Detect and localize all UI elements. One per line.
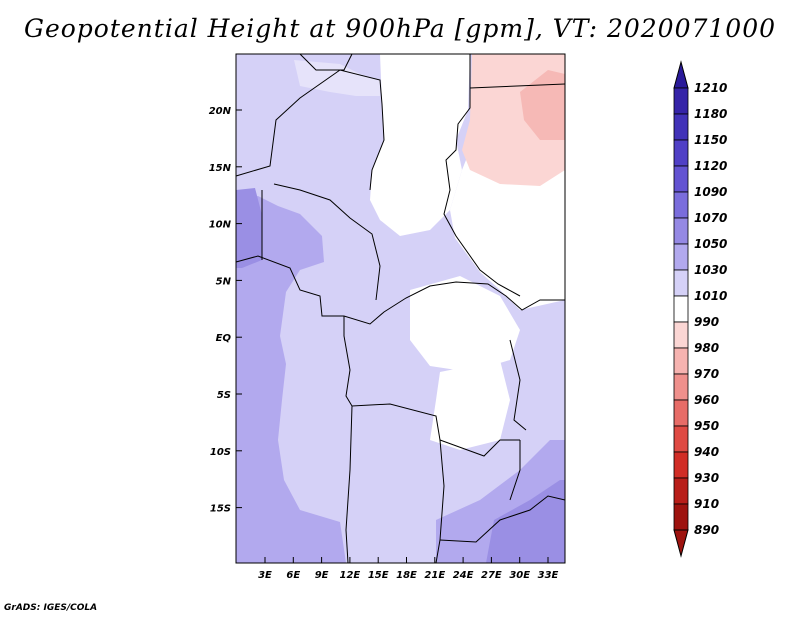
colorbar: 1210 1180 1150 1120 1090 1070 1050 1030 1010 990 9… bbox=[673, 60, 727, 558]
lon-label: 18E bbox=[396, 570, 417, 581]
colorbar-segment bbox=[673, 243, 689, 271]
colorbar-label: 990 bbox=[694, 315, 719, 329]
lon-label: 3E bbox=[258, 570, 272, 581]
map-panel bbox=[236, 54, 565, 563]
colorbar-segment bbox=[673, 269, 689, 297]
field-1070-south bbox=[486, 480, 565, 563]
boundary-path bbox=[235, 255, 565, 325]
lon-label: 15E bbox=[368, 570, 389, 581]
colorbar-segment bbox=[673, 165, 689, 193]
colorbar-label: 940 bbox=[694, 445, 719, 459]
colorbar-segment bbox=[673, 425, 689, 453]
lon-label: 9E bbox=[315, 570, 329, 581]
field-1010-congo bbox=[410, 276, 520, 372]
boundary-path bbox=[435, 439, 445, 564]
lat-label: 5N bbox=[216, 276, 232, 287]
colorbar-label: 1180 bbox=[694, 107, 727, 121]
colorbar-label: 1090 bbox=[694, 185, 727, 199]
colorbar-segment bbox=[673, 373, 689, 401]
boundary-path bbox=[345, 405, 353, 564]
boundary-path bbox=[343, 316, 520, 457]
boundary-path bbox=[509, 339, 527, 431]
colorbar-label: 1050 bbox=[694, 237, 727, 251]
colorbar-segment bbox=[673, 217, 689, 245]
colorbar-label: 1150 bbox=[694, 133, 727, 147]
lon-label: 24E bbox=[453, 570, 474, 581]
colorbar-segment bbox=[673, 399, 689, 427]
colorbar-segment bbox=[673, 347, 689, 375]
colorbar-segment bbox=[673, 113, 689, 141]
colorbar-label: 910 bbox=[694, 497, 719, 511]
colorbar-segment bbox=[673, 477, 689, 505]
colorbar-segment bbox=[673, 295, 689, 323]
lon-label: 6E bbox=[286, 570, 300, 581]
boundary-path bbox=[273, 183, 381, 301]
lat-label: 10S bbox=[210, 447, 231, 458]
boundary-path bbox=[299, 53, 353, 71]
colorbar-label: 1010 bbox=[694, 289, 727, 303]
colorbar-label: 890 bbox=[694, 523, 719, 537]
colorbar-bottom-arrow bbox=[673, 529, 689, 558]
boundary-path bbox=[439, 495, 566, 543]
colorbar-label: 980 bbox=[694, 341, 719, 355]
lat-label: 15S bbox=[210, 504, 231, 515]
colorbar-label: 1070 bbox=[694, 211, 727, 225]
boundary-path bbox=[469, 83, 566, 89]
boundary-path bbox=[235, 69, 385, 191]
map-frame bbox=[235, 53, 566, 564]
lon-label: 21E bbox=[424, 570, 445, 581]
field-970 bbox=[520, 70, 565, 140]
lat-label: 20N bbox=[209, 106, 232, 117]
colorbar-top-arrow bbox=[673, 60, 689, 89]
colorbar-label: 1030 bbox=[694, 263, 727, 277]
colorbar-label: 1120 bbox=[694, 159, 727, 173]
field-1010-south-center bbox=[430, 360, 510, 450]
field-1070-west bbox=[236, 188, 262, 268]
colorbar-segment bbox=[673, 87, 689, 115]
lon-label: 12E bbox=[340, 570, 361, 581]
colorbar-label: 930 bbox=[694, 471, 719, 485]
colorbar-label: 960 bbox=[694, 393, 719, 407]
boundary-path bbox=[443, 54, 521, 297]
latitude-axis: 20N 15N 10N 5N EQ 5S 10S 15S bbox=[209, 106, 242, 515]
field-1010-north bbox=[370, 54, 470, 236]
field-1050-west bbox=[236, 196, 346, 563]
lon-label: 27E bbox=[481, 570, 502, 581]
footer-credit: GrADS: IGES/COLA bbox=[4, 603, 98, 613]
lat-label: 10N bbox=[209, 220, 232, 231]
chart-title: Geopotential Height at 900hPa [gpm], VT:… bbox=[23, 14, 777, 43]
colorbar-segment bbox=[673, 503, 689, 531]
longitude-axis: 3E 6E 9E 12E 15E 18E 21E 24E 27E 30E 33E bbox=[258, 557, 559, 581]
boundary-path bbox=[509, 440, 521, 501]
lon-label: 30E bbox=[509, 570, 530, 581]
colorbar-segment bbox=[673, 139, 689, 167]
colorbar-label: 970 bbox=[694, 367, 719, 381]
lat-label: 5S bbox=[217, 390, 231, 401]
map-boundaries bbox=[235, 53, 566, 564]
colorbar-label: 950 bbox=[694, 419, 719, 433]
lon-label: 33E bbox=[538, 570, 559, 581]
lat-label: EQ bbox=[216, 333, 232, 344]
lat-label: 15N bbox=[209, 163, 232, 174]
colorbar-segment bbox=[673, 451, 689, 479]
colorbar-label: 1210 bbox=[694, 81, 727, 95]
colorbar-segment bbox=[673, 191, 689, 219]
colorbar-segment bbox=[673, 321, 689, 349]
